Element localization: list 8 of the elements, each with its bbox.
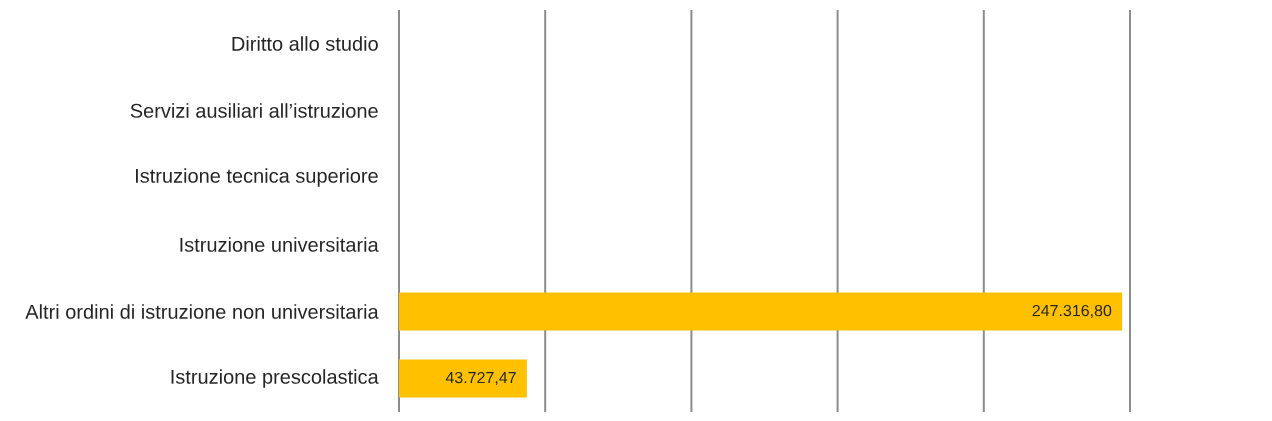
- y-tick-label: Diritto allo studio: [232, 36, 378, 51]
- y-tick-label: Altri ordini di istruzione non universitaria: [25, 304, 379, 319]
- data-label: 43.727,47: [445, 371, 516, 386]
- data-label: 247.316,80: [1032, 304, 1112, 319]
- y-tick-label: Istruzione universitaria: [180, 237, 379, 252]
- y-tick-label: Servizi ausiliari all’istruzione: [130, 103, 378, 118]
- y-tick-label: Istruzione tecnica superiore: [136, 168, 378, 187]
- y-tick-label: Istruzione prescolastica: [171, 369, 379, 388]
